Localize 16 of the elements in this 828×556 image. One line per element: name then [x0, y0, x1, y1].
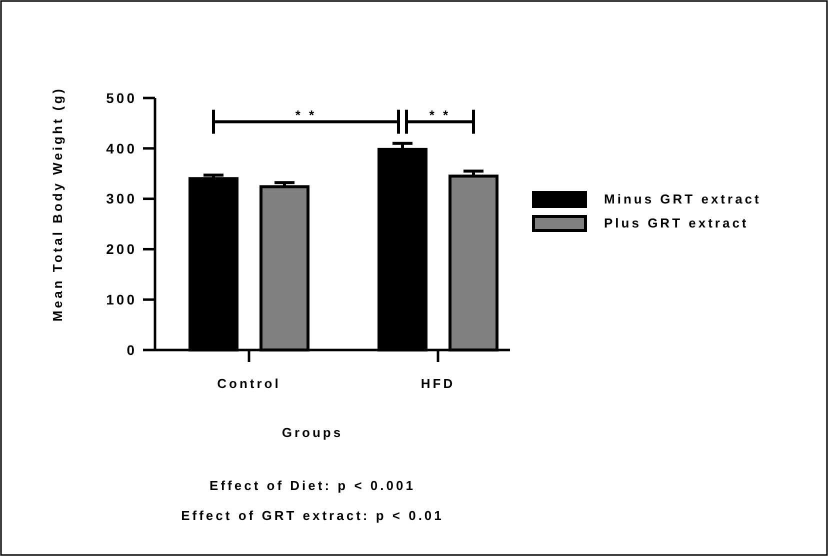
annotation: * *: [295, 108, 317, 123]
legend-label: Plus GRT extract: [604, 216, 749, 231]
text: Effect of Diet: p < 0.001: [210, 478, 416, 493]
text: Effect of GRT extract: p < 0.01: [181, 508, 444, 523]
x-tick-label: HFD: [420, 376, 456, 391]
y-tick-label: 0: [126, 342, 137, 358]
x-axis-title: Groups: [282, 425, 344, 440]
legend-label: Minus GRT extract: [604, 192, 762, 207]
y-axis-title: Mean Total Body Weight (g): [50, 86, 65, 322]
x-tick-label: Control: [217, 376, 281, 391]
annotation: * *: [429, 108, 451, 123]
y-tick-label: 500: [106, 90, 137, 106]
y-tick-label: 300: [106, 190, 137, 207]
y-tick-label: 400: [106, 140, 137, 156]
y-tick-label: 100: [106, 292, 137, 308]
y-tick-label: 200: [106, 241, 137, 258]
